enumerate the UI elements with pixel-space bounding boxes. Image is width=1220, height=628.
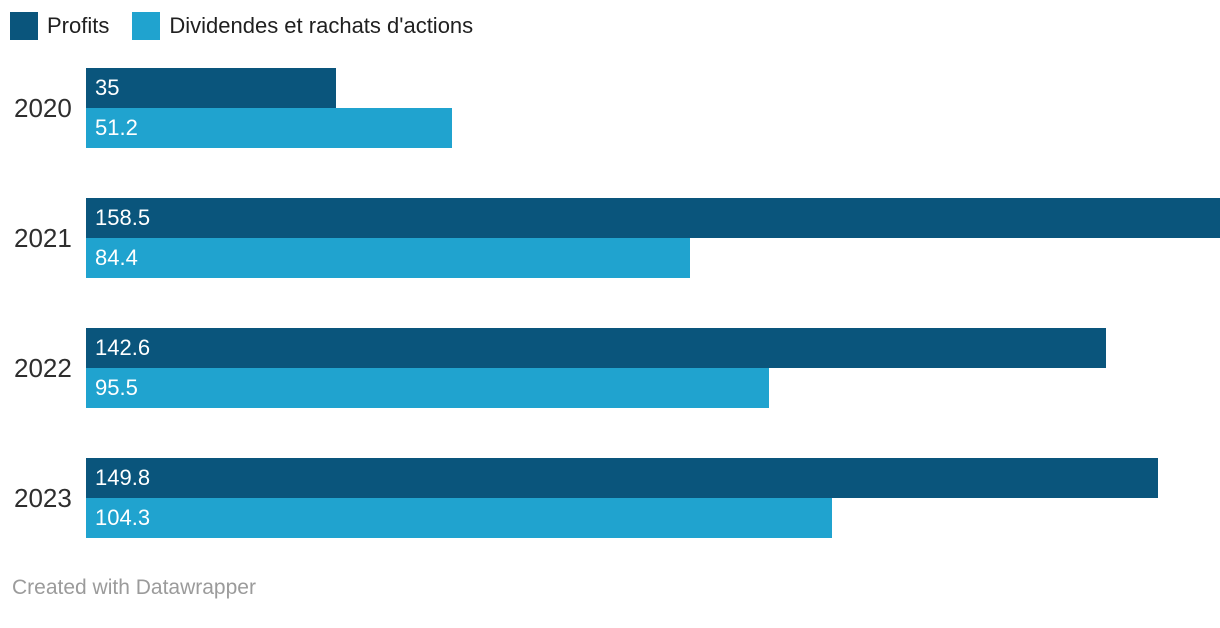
legend-item-profits: Profits bbox=[10, 12, 109, 40]
bar-profits: 142.6 bbox=[86, 328, 1107, 368]
chart-row: 2023 149.8 104.3 bbox=[0, 458, 1220, 538]
bar-dividendes: 95.5 bbox=[86, 368, 770, 408]
chart-row: 2022 142.6 95.5 bbox=[0, 328, 1220, 408]
row-bars: 149.8 104.3 bbox=[86, 458, 1220, 538]
bar-value-label: 104.3 bbox=[95, 505, 151, 530]
legend-label-dividendes: Dividendes et rachats d'actions bbox=[169, 13, 474, 38]
bar-value-label: 142.6 bbox=[95, 335, 151, 360]
bar-dividendes: 84.4 bbox=[86, 238, 690, 278]
bar-profits: 35 bbox=[86, 68, 337, 108]
bar-value-label: 51.2 bbox=[95, 115, 138, 140]
bar-value-label: 84.4 bbox=[95, 245, 138, 270]
datawrapper-credit-link[interactable]: Created with Datawrapper bbox=[12, 576, 256, 599]
bar-profits: 158.5 bbox=[86, 198, 1220, 238]
bar-value-label: 149.8 bbox=[95, 465, 151, 490]
bar-dividendes: 104.3 bbox=[86, 498, 833, 538]
row-label-year: 2023 bbox=[14, 483, 72, 513]
bar-value-label: 35 bbox=[95, 75, 120, 100]
chart-footer: Created with Datawrapper bbox=[12, 576, 1220, 600]
bar-profits: 149.8 bbox=[86, 458, 1158, 498]
row-label-year: 2022 bbox=[14, 353, 72, 383]
bar-value-label: 158.5 bbox=[95, 205, 151, 230]
chart-rows: 2020 35 51.2 2021 158.5 84.4 2022 142.6 95.5 2023… bbox=[0, 68, 1220, 538]
legend-label-profits: Profits bbox=[47, 13, 110, 38]
legend-item-dividendes: Dividendes et rachats d'actions bbox=[132, 12, 473, 40]
row-bars: 142.6 95.5 bbox=[86, 328, 1220, 408]
row-label-year: 2020 bbox=[14, 93, 72, 123]
row-bars: 35 51.2 bbox=[86, 68, 1220, 148]
legend-swatch-profits bbox=[10, 12, 38, 40]
chart-row: 2021 158.5 84.4 bbox=[0, 198, 1220, 278]
chart-row: 2020 35 51.2 bbox=[0, 68, 1220, 148]
chart-legend: Profits Dividendes et rachats d'actions bbox=[10, 12, 1220, 40]
bar-value-label: 95.5 bbox=[95, 375, 138, 400]
bar-chart: Profits Dividendes et rachats d'actions … bbox=[0, 12, 1220, 628]
row-bars: 158.5 84.4 bbox=[86, 198, 1220, 278]
row-label-year: 2021 bbox=[14, 223, 72, 253]
bar-dividendes: 51.2 bbox=[86, 108, 453, 148]
legend-swatch-dividendes bbox=[132, 12, 161, 40]
